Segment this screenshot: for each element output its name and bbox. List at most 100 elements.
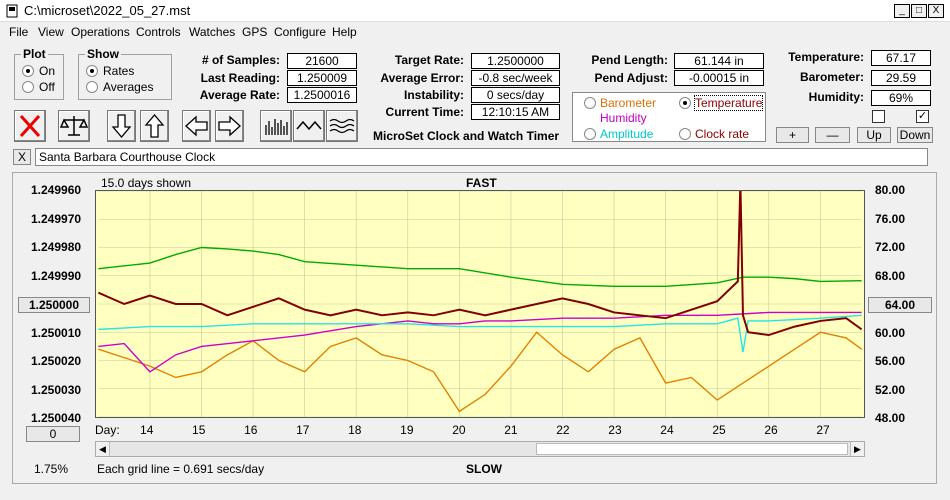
temperature-radio[interactable] bbox=[679, 97, 691, 109]
humidity-field: 69% bbox=[871, 90, 931, 106]
close-button[interactable]: X bbox=[928, 4, 944, 18]
menu-gps[interactable]: GPS bbox=[242, 25, 268, 39]
current-time-field: 12:10:15 AM bbox=[471, 104, 560, 120]
y-left-tick: 1.250030 bbox=[31, 382, 82, 397]
x-tick: 18 bbox=[348, 423, 362, 437]
pend-length-label: Pend Length: bbox=[591, 53, 668, 67]
checkbox-1[interactable] bbox=[872, 110, 885, 123]
scale-up-button[interactable]: Up bbox=[857, 127, 891, 143]
menu-view[interactable]: View bbox=[38, 25, 64, 39]
barometer-radio[interactable] bbox=[584, 97, 596, 109]
last-reading-label: Last Reading: bbox=[200, 71, 280, 85]
average-error-label: Average Error: bbox=[380, 71, 464, 85]
samples-label: # of Samples: bbox=[201, 53, 280, 67]
multi-wave-button[interactable] bbox=[326, 110, 358, 142]
clock-name-input[interactable]: Santa Barbara Courthouse Clock bbox=[35, 148, 928, 166]
x-tick: 22 bbox=[556, 423, 570, 437]
menu-controls[interactable]: Controls bbox=[136, 25, 181, 39]
series-clock-rate bbox=[97, 191, 863, 337]
menu-file[interactable]: File bbox=[9, 25, 29, 39]
target-rate-label: Target Rate: bbox=[394, 53, 464, 67]
temperature-option-label: Temperature bbox=[693, 95, 764, 111]
amplitude-option-label: Amplitude bbox=[600, 127, 654, 141]
scale-plus-button[interactable]: + bbox=[776, 127, 809, 143]
y-right-tick: 60.00 bbox=[875, 325, 906, 340]
multi-wave-icon bbox=[329, 118, 355, 134]
wave-icon bbox=[296, 120, 322, 131]
humidity-option-label[interactable]: Humidity bbox=[600, 111, 647, 125]
series-barometer bbox=[98, 331, 863, 413]
scrollbar-thumb[interactable] bbox=[536, 443, 848, 455]
show-averages-label: Averages bbox=[103, 80, 154, 94]
series-humidity bbox=[98, 311, 862, 373]
menu-watches[interactable]: Watches bbox=[189, 25, 236, 39]
show-rates-radio[interactable] bbox=[86, 65, 98, 77]
restore-button[interactable]: □ bbox=[911, 4, 927, 18]
y-left-tick: 1.250040 bbox=[31, 411, 82, 425]
stop-button[interactable] bbox=[14, 110, 46, 142]
title-bar: C:\microset\2022_05_27.mst _ □ X bbox=[0, 0, 950, 22]
x-tick: 20 bbox=[452, 423, 466, 437]
y-right-tick: 56.00 bbox=[875, 354, 906, 368]
days-shown-label: 15.0 days shown bbox=[101, 176, 192, 190]
scroll-left-arrow-icon[interactable]: ◀ bbox=[96, 442, 110, 456]
minimize-button[interactable]: _ bbox=[894, 4, 910, 18]
clear-name-button[interactable]: X bbox=[13, 149, 31, 165]
menu-help[interactable]: Help bbox=[332, 25, 357, 39]
amplitude-radio[interactable] bbox=[584, 128, 596, 140]
series-temperature bbox=[98, 246, 862, 288]
x-tick: 24 bbox=[660, 423, 674, 437]
barometer-label: Barometer: bbox=[799, 70, 864, 84]
arrow-down-button[interactable] bbox=[107, 110, 136, 142]
scale-down-button[interactable]: Down bbox=[897, 127, 933, 143]
clock-rate-radio[interactable] bbox=[679, 128, 691, 140]
menu-configure[interactable]: Configure bbox=[274, 25, 327, 39]
y-right-tick: 68.00 bbox=[875, 268, 906, 283]
x-icon bbox=[19, 114, 41, 138]
last-reading-field: 1.250009 bbox=[287, 70, 357, 86]
right-center-button[interactable]: 64.00 bbox=[868, 297, 932, 313]
arrow-up-button[interactable] bbox=[140, 110, 169, 142]
arrow-right-button[interactable] bbox=[215, 110, 244, 142]
bar-chart-icon bbox=[265, 119, 288, 135]
plot-on-radio[interactable] bbox=[22, 65, 34, 77]
x-tick: 26 bbox=[764, 423, 778, 437]
percent-label: 1.75% bbox=[34, 462, 69, 476]
x-tick: 19 bbox=[400, 423, 414, 437]
show-group: Show Rates Averages bbox=[78, 47, 172, 100]
x-tick: 14 bbox=[140, 423, 154, 437]
sensor-selector: Barometer Temperature Humidity Amplitude… bbox=[572, 92, 766, 142]
plot-off-radio[interactable] bbox=[22, 81, 34, 93]
balance-button[interactable] bbox=[58, 110, 90, 142]
horizontal-scrollbar[interactable]: ◀ ▶ bbox=[95, 441, 865, 457]
target-rate-field: 1.2500000 bbox=[471, 53, 560, 69]
scale-icon bbox=[59, 116, 89, 136]
y-left-tick: 1.250010 bbox=[31, 325, 82, 340]
y-left-tick: 1.249990 bbox=[31, 268, 82, 283]
arrow-down-icon bbox=[111, 114, 132, 139]
checkbox-2[interactable]: ✓ bbox=[916, 110, 929, 123]
y-left-tick: 1.249960 bbox=[31, 183, 82, 197]
clock-rate-option-label: Clock rate bbox=[695, 127, 750, 141]
x-tick: 15 bbox=[192, 423, 206, 437]
scale-minus-button[interactable]: — bbox=[815, 127, 850, 143]
show-averages-radio[interactable] bbox=[86, 81, 98, 93]
day-axis-label: Day: bbox=[95, 423, 120, 437]
arrow-left-button[interactable] bbox=[182, 110, 211, 142]
window-title: C:\microset\2022_05_27.mst bbox=[24, 3, 191, 18]
rate-chart bbox=[95, 190, 865, 418]
y-right-tick: 48.00 bbox=[875, 411, 906, 425]
y-left-tick: 1.250020 bbox=[31, 354, 82, 368]
bars-button[interactable] bbox=[260, 110, 292, 142]
show-group-title: Show bbox=[85, 47, 121, 61]
y-left-tick: 1.249980 bbox=[31, 240, 82, 254]
x-tick: 16 bbox=[244, 423, 258, 437]
wave-button[interactable] bbox=[293, 110, 325, 142]
pend-adjust-field: -0.00015 in bbox=[674, 70, 764, 86]
plot-off-label: Off bbox=[39, 80, 55, 94]
menu-operations[interactable]: Operations bbox=[71, 25, 130, 39]
scroll-right-arrow-icon[interactable]: ▶ bbox=[850, 442, 864, 456]
bottom-left-button[interactable]: 0 bbox=[26, 426, 80, 442]
app-caption: MicroSet Clock and Watch Timer bbox=[373, 129, 560, 143]
left-center-button[interactable]: 1.250000 bbox=[18, 297, 90, 313]
